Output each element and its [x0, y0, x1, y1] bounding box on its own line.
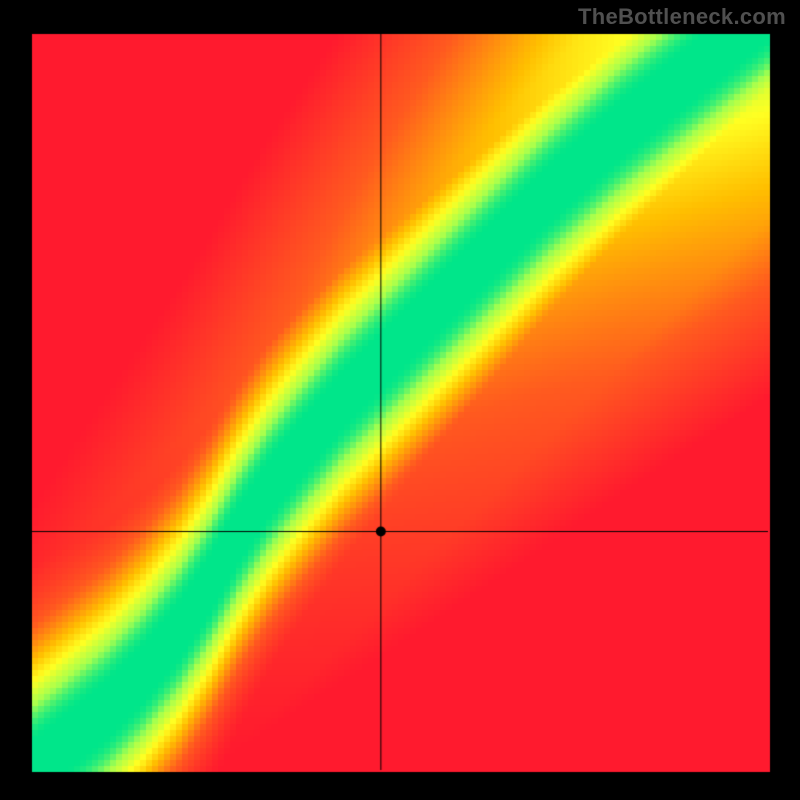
- heatmap-canvas: [0, 0, 800, 800]
- watermark-text: TheBottleneck.com: [578, 4, 786, 30]
- chart-container: TheBottleneck.com: [0, 0, 800, 800]
